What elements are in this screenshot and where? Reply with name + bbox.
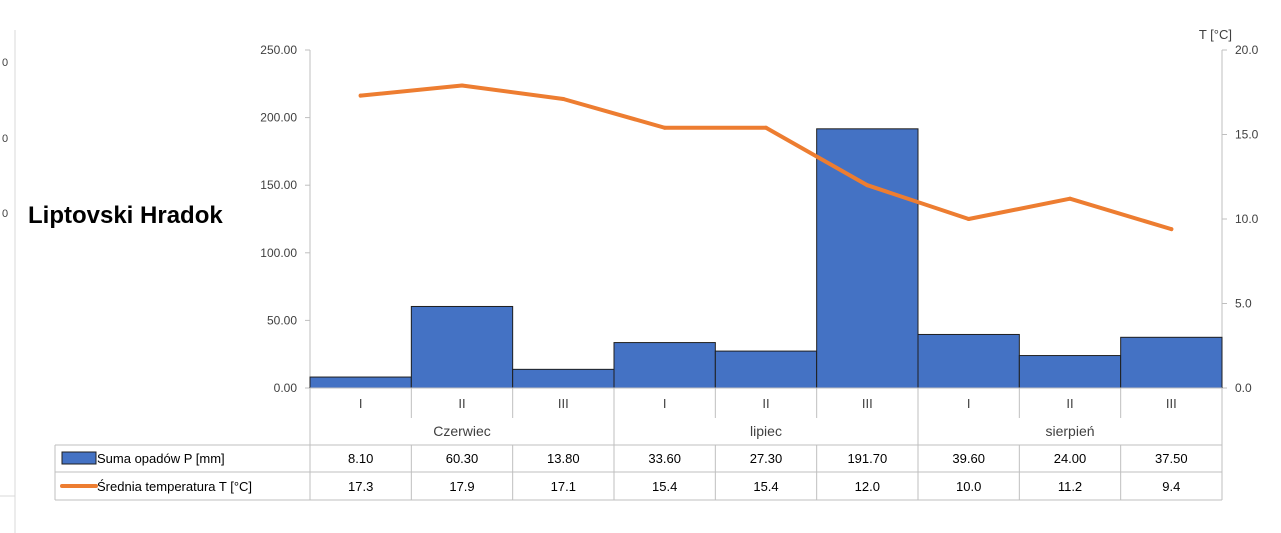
right-tick-label: 20.0: [1235, 43, 1259, 57]
bar: [309, 376, 412, 389]
line-point: [764, 125, 768, 130]
table-cell-precip: 37.50: [1155, 451, 1188, 466]
table-cell-temp: 10.0: [956, 479, 981, 494]
edge-tick: 0: [2, 133, 8, 145]
legend-label-line: Średnia temperatura T [°C]: [97, 479, 252, 494]
bar: [1120, 336, 1223, 389]
line-point: [662, 125, 667, 130]
line-point: [1169, 227, 1174, 232]
table-cell-temp: 15.4: [753, 479, 778, 494]
legend-label-bars: Suma opadów P [mm]: [97, 451, 225, 466]
table-cell-temp: 17.3: [348, 479, 373, 494]
left-tick-label: 100.00: [260, 246, 297, 260]
table-cell-precip: 33.60: [648, 451, 681, 466]
category-label: III: [558, 396, 569, 411]
bar: [512, 368, 615, 389]
right-axis-label: T [°C]: [1199, 27, 1232, 42]
edge-tick: 0: [2, 57, 8, 69]
group-label: sierpień: [1045, 423, 1094, 439]
group-label: lipiec: [750, 423, 782, 439]
bar: [714, 350, 818, 389]
category-label: I: [967, 396, 971, 411]
bar: [917, 333, 1020, 389]
table-cell-temp: 9.4: [1162, 479, 1180, 494]
table-cell-precip: 39.60: [952, 451, 985, 466]
line-point: [1068, 196, 1072, 201]
bar: [410, 305, 514, 389]
left-tick-label: 150.00: [260, 178, 297, 192]
table-cell-temp: 17.9: [449, 479, 474, 494]
table-cell-temp: 11.2: [1058, 479, 1082, 494]
right-tick-label: 15.0: [1235, 128, 1259, 142]
category-label: II: [762, 396, 769, 411]
category-label: II: [1066, 396, 1073, 411]
left-tick-label: 200.00: [260, 111, 297, 125]
bar: [1018, 355, 1122, 389]
table-cell-temp: 12.0: [855, 479, 880, 494]
line-point: [358, 93, 363, 98]
line-point: [561, 97, 566, 102]
table-cell-temp: 17.1: [551, 479, 576, 494]
category-label: I: [359, 396, 363, 411]
left-tick-label: 250.00: [260, 43, 297, 57]
chart-title: Liptovski Hradok: [28, 202, 223, 229]
bar: [816, 128, 919, 389]
category-label: III: [1166, 396, 1177, 411]
category-label: II: [458, 396, 465, 411]
line-point: [865, 183, 870, 188]
line-point: [460, 83, 464, 88]
left-tick-label: 50.00: [267, 313, 297, 327]
right-tick-label: 5.0: [1235, 297, 1252, 311]
bar: [613, 342, 716, 389]
table-cell-precip: 8.10: [348, 451, 373, 466]
left-tick-label: 0.00: [274, 381, 298, 395]
legend-key-bars: [61, 451, 97, 465]
table-cell-precip: 60.30: [446, 451, 479, 466]
temperature-line: [358, 83, 1174, 232]
table-cell-temp: 15.4: [652, 479, 677, 494]
group-label: Czerwiec: [433, 423, 491, 439]
table-cell-precip: 27.30: [750, 451, 783, 466]
category-label: III: [862, 396, 873, 411]
edge-tick: 0: [2, 208, 8, 220]
right-tick-label: 0.0: [1235, 381, 1252, 395]
line-point: [966, 217, 971, 221]
table-cell-precip: 24.00: [1054, 451, 1087, 466]
category-label: I: [663, 396, 667, 411]
table-cell-precip: 191.70: [847, 451, 887, 466]
right-tick-label: 10.0: [1235, 212, 1259, 226]
table-cell-precip: 13.80: [547, 451, 580, 466]
